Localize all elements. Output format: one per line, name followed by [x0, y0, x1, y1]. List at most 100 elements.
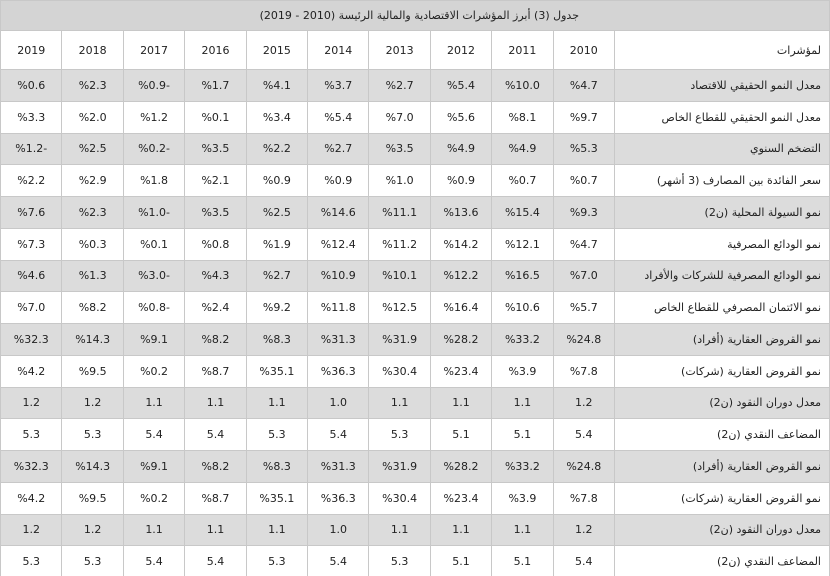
- value-cell: %9.7: [552, 100, 616, 134]
- value-cell: %3.0-: [122, 259, 186, 293]
- value-cell: %0.2-: [122, 132, 186, 166]
- data-row: نمو الودائع المصرفية للشركات والأفراد %7.…: [0, 259, 830, 293]
- value-cell: 1.2: [0, 386, 63, 420]
- value-cell: %2.2: [0, 164, 63, 197]
- value-cell: %2.0: [61, 100, 124, 134]
- value-cell: 5.3: [245, 545, 309, 576]
- value-cell: %8.2: [184, 323, 247, 356]
- data-row: المضاعف النقدي (ن2) 5.4 5.1 5.1 5.3 5.4 5.3 5.4…: [0, 418, 830, 451]
- value-cell: %11.8: [307, 291, 370, 324]
- value-cell: %11.2: [368, 227, 431, 261]
- value-cell: %3.3: [0, 100, 63, 134]
- value-cell: 5.1: [491, 418, 554, 451]
- value-cell: %35.1: [245, 481, 309, 515]
- value-cell: %5.4: [429, 69, 493, 102]
- header-cell: 2012: [429, 30, 493, 70]
- value-cell: %1.2: [122, 100, 186, 134]
- value-cell: 5.4: [307, 545, 370, 576]
- value-cell: 1.1: [245, 513, 309, 547]
- indicator-name: نمو القروض العقارية (أفراد): [614, 450, 830, 483]
- value-cell: %2.7: [245, 259, 309, 293]
- indicator-name: المضاعف النقدي (ن2): [614, 418, 830, 451]
- value-cell: %16.4: [429, 291, 493, 324]
- indicator-name: نمو السيولة المحلية (ن2): [614, 196, 830, 229]
- value-cell: %1.8: [122, 164, 186, 197]
- value-cell: %4.3: [184, 259, 247, 293]
- value-cell: %2.9: [61, 164, 124, 197]
- data-row: المضاعف النقدي (ن2) 5.4 5.1 5.1 5.3 5.4 5.3 5.4…: [0, 545, 830, 576]
- indicator-name: معدل دوران النقود (ن2): [614, 513, 830, 547]
- value-cell: 5.4: [184, 418, 247, 451]
- value-cell: 5.3: [368, 418, 431, 451]
- value-cell: 5.4: [122, 545, 186, 576]
- value-cell: %31.9: [368, 323, 431, 356]
- data-row: سعر الفائدة بين المصارف (3 أشهر) %0.7 %0.7…: [0, 164, 830, 197]
- value-cell: %14.3: [61, 450, 124, 483]
- value-cell: %5.7: [552, 291, 616, 324]
- value-cell: %16.5: [491, 259, 554, 293]
- value-cell: %12.2: [429, 259, 493, 293]
- value-cell: %12.5: [368, 291, 431, 324]
- value-cell: %4.7: [552, 69, 616, 102]
- value-cell: 5.3: [0, 545, 63, 576]
- value-cell: %8.2: [61, 291, 124, 324]
- data-row: نمو السيولة المحلية (ن2) %9.3 %15.4 %13.6 %1…: [0, 196, 830, 229]
- value-cell: %28.2: [429, 450, 493, 483]
- value-cell: %14.3: [61, 323, 124, 356]
- indicator-name: نمو القروض العقارية (شركات): [614, 354, 830, 388]
- value-cell: %8.2: [184, 450, 247, 483]
- data-row: معدل دوران النقود (ن2) 1.2 1.1 1.1 1.1 1.0 1.1…: [0, 386, 830, 420]
- value-cell: %1.0: [368, 164, 431, 197]
- value-cell: %32.3: [0, 323, 63, 356]
- value-cell: %12.1: [491, 227, 554, 261]
- value-cell: %23.4: [429, 481, 493, 515]
- value-cell: 1.1: [184, 386, 247, 420]
- indicator-name: نمو الودائع المصرفية: [614, 227, 830, 261]
- value-cell: 1.2: [552, 386, 616, 420]
- value-cell: %0.6: [0, 69, 63, 102]
- value-cell: %5.3: [552, 132, 616, 166]
- indicator-name: سعر الفائدة بين المصارف (3 أشهر): [614, 164, 830, 197]
- value-cell: %33.2: [491, 450, 554, 483]
- value-cell: %13.6: [429, 196, 493, 229]
- value-cell: %1.3: [61, 259, 124, 293]
- value-cell: %0.7: [491, 164, 554, 197]
- value-cell: 5.3: [61, 418, 124, 451]
- value-cell: 1.1: [368, 513, 431, 547]
- value-cell: %10.6: [491, 291, 554, 324]
- value-cell: %7.0: [368, 100, 431, 134]
- value-cell: 1.2: [61, 513, 124, 547]
- indicator-name: المضاعف النقدي (ن2): [614, 545, 830, 576]
- value-cell: %7.8: [552, 481, 616, 515]
- header-cell: لمؤشرات: [614, 30, 830, 70]
- header-cell: 2013: [368, 30, 431, 70]
- value-cell: %7.6: [0, 196, 63, 229]
- data-row: نمو القروض العقارية (أفراد) %24.8 %33.2 %28…: [0, 450, 830, 483]
- value-cell: %0.8-: [122, 291, 186, 324]
- value-cell: 5.4: [184, 545, 247, 576]
- data-row: معدل النمو الحقيقي للقطاع الخاص %9.7 %8.1%…: [0, 100, 830, 134]
- data-row: نمو القروض العقارية (شركات) %7.8 %3.9 %23.4…: [0, 354, 830, 388]
- value-cell: %4.2: [0, 354, 63, 388]
- indicator-name: نمو الائتمان المصرفي للقطاع الخاص: [614, 291, 830, 324]
- value-cell: %9.5: [61, 354, 124, 388]
- value-cell: 5.4: [122, 418, 186, 451]
- value-cell: %23.4: [429, 354, 493, 388]
- value-cell: %31.3: [307, 323, 370, 356]
- value-cell: %9.1: [122, 450, 186, 483]
- value-cell: %14.6: [307, 196, 370, 229]
- data-row: معدل النمو الحقيقي للاقتصاد %4.7 %10.0 %5.4…: [0, 69, 830, 102]
- value-cell: %5.4: [307, 100, 370, 134]
- value-cell: %4.7: [552, 227, 616, 261]
- value-cell: %0.2: [122, 481, 186, 515]
- value-cell: %4.6: [0, 259, 63, 293]
- value-cell: %0.3: [61, 227, 124, 261]
- indicator-name: نمو القروض العقارية (أفراد): [614, 323, 830, 356]
- value-cell: %35.1: [245, 354, 309, 388]
- indicator-name: معدل دوران النقود (ن2): [614, 386, 830, 420]
- value-cell: %9.3: [552, 196, 616, 229]
- indicator-name: التضخم السنوي: [614, 132, 830, 166]
- value-cell: 5.1: [491, 545, 554, 576]
